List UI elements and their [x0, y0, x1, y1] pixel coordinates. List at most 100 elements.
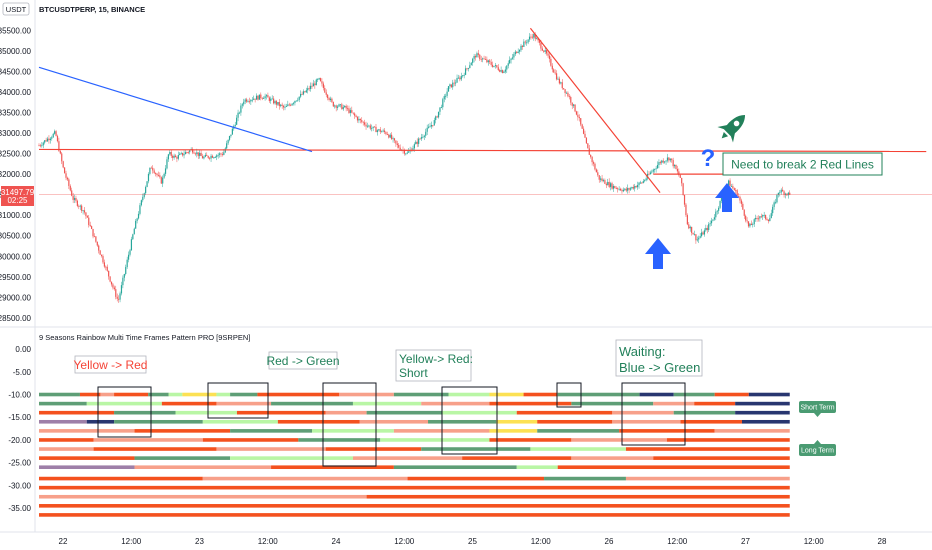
candle-body — [291, 103, 293, 106]
candle-body — [503, 71, 505, 73]
candle-body — [452, 82, 454, 88]
ribbon-segment — [619, 429, 715, 433]
highlight-box-1[interactable] — [97, 386, 152, 438]
question-mark-icon[interactable]: ? — [701, 145, 716, 172]
highlight-box-3[interactable] — [322, 382, 377, 467]
candle-body — [159, 175, 161, 178]
ribbon-segment — [339, 392, 394, 397]
candle-body — [139, 205, 141, 214]
highlight-box-4[interactable] — [441, 386, 498, 455]
highlight-box-6[interactable] — [621, 382, 686, 446]
candle-body — [432, 125, 434, 126]
candle-body — [184, 152, 187, 155]
currency-badge[interactable] — [2, 2, 30, 16]
candle-body — [149, 167, 151, 174]
candle-body — [65, 173, 67, 178]
candle-body — [105, 266, 107, 268]
candle-body — [541, 48, 543, 51]
candle-body — [688, 224, 690, 229]
candle-body — [447, 86, 450, 92]
candle-body — [236, 117, 238, 125]
red-green-label: Red -> Green — [266, 354, 339, 368]
candle-body — [166, 159, 168, 169]
candle-body — [332, 101, 334, 107]
ribbon-segment — [168, 392, 183, 397]
candle-body — [250, 99, 252, 102]
indicator-axis[interactable]: 0.00 -5.00 -10.00 -15.00 -20.00 -25.00 -30.00 -… — [8, 345, 31, 513]
candle-body — [491, 64, 494, 67]
ribbon-segment — [86, 401, 162, 406]
candle-body — [487, 60, 489, 63]
candle-body — [287, 104, 289, 107]
candle-body — [372, 126, 374, 129]
highlight-box-2[interactable] — [207, 382, 269, 419]
candle-body — [56, 135, 59, 142]
candle-body — [88, 217, 90, 225]
ribbon-segment — [612, 419, 681, 424]
rainbow-ribbons[interactable] — [39, 392, 790, 517]
candle-body — [75, 198, 77, 201]
candle-body — [265, 95, 268, 97]
time-tick-label: 12:00 — [667, 537, 688, 546]
candle-body — [631, 186, 633, 189]
candle-body — [204, 154, 206, 157]
candle-body — [328, 97, 330, 100]
candle-body — [442, 99, 444, 108]
candle-body — [140, 200, 142, 206]
yellow-red-box[interactable] — [74, 355, 147, 374]
indicator-title[interactable]: 9 Seasons Rainbow Multi Time Frames Patt… — [39, 333, 250, 342]
candle-body — [130, 239, 133, 251]
candle-body — [710, 220, 713, 224]
ribbon-segment — [39, 401, 87, 406]
candle-body — [51, 137, 53, 139]
highlight-box-5[interactable] — [556, 382, 582, 408]
need-to-break-box[interactable] — [722, 152, 883, 176]
long-term-badge[interactable]: Long Term — [799, 440, 836, 456]
candle-body — [523, 41, 525, 47]
candle-body — [615, 188, 617, 189]
candle-body — [314, 83, 316, 86]
candle-body — [766, 218, 768, 220]
ribbon-segment — [489, 401, 572, 406]
candle-body — [729, 180, 731, 187]
price-axis[interactable]: 35500.00 35000.00 34500.00 34000.00 33500.00… — [0, 26, 32, 323]
candle-body — [774, 202, 777, 204]
candle-body — [423, 135, 425, 137]
short-term-badge[interactable]: Short Term — [799, 401, 836, 417]
candle-body — [608, 181, 610, 187]
up-arrow-icon-left[interactable] — [645, 238, 671, 269]
candle-body — [652, 169, 654, 172]
candle-body — [470, 62, 472, 66]
candle-body — [682, 183, 684, 195]
ribbon-segment — [39, 419, 87, 424]
candle-body — [591, 156, 593, 163]
candle-body — [780, 189, 782, 193]
up-arrow-icon-right[interactable] — [715, 183, 739, 212]
candle-body — [737, 196, 740, 197]
candle-body — [675, 164, 677, 169]
candle-body — [339, 104, 342, 106]
ribbon-segment — [257, 392, 340, 397]
symbol-title[interactable]: BTCUSDTPERP, 15, BINANCE — [39, 5, 145, 14]
candle-body — [689, 226, 691, 229]
yellow-red-short-line1: Yellow-> Red: — [399, 352, 473, 366]
candle-body — [172, 155, 174, 158]
candle-body — [319, 78, 322, 82]
bar-countdown: 02:25 — [7, 196, 28, 205]
candle-body — [271, 98, 273, 100]
candle-body — [150, 167, 152, 169]
candle-body — [457, 77, 460, 79]
ribbon-segment — [39, 494, 367, 499]
ribbon-segment — [393, 392, 449, 397]
trendlines[interactable] — [38, 27, 932, 195]
red-green-box[interactable] — [268, 351, 338, 370]
yellow-red-short-box[interactable] — [395, 349, 472, 382]
time-axis[interactable]: 22 12:00 23 12:00 24 12:00 25 12:00 26 12:00 27 12:… — [59, 537, 887, 546]
candle-body — [629, 188, 632, 190]
waiting-box[interactable] — [615, 339, 703, 377]
candle-body — [254, 98, 256, 100]
candle-body — [359, 118, 361, 121]
candle-body — [587, 143, 589, 149]
candle-body — [581, 124, 583, 129]
